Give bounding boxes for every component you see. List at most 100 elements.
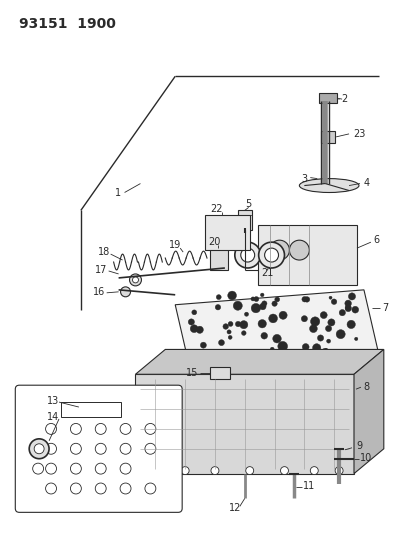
Circle shape (271, 301, 277, 306)
Text: 20: 20 (207, 237, 220, 247)
Circle shape (233, 301, 242, 310)
Circle shape (346, 320, 354, 328)
Circle shape (331, 354, 335, 358)
Bar (237, 211, 251, 230)
Circle shape (132, 277, 138, 283)
Circle shape (324, 349, 327, 352)
Circle shape (235, 321, 240, 327)
Circle shape (321, 348, 328, 356)
Circle shape (327, 354, 330, 357)
Bar (209, 248, 227, 270)
Text: 1: 1 (114, 189, 120, 198)
Circle shape (327, 319, 334, 326)
Text: 8: 8 (363, 382, 369, 392)
Circle shape (259, 303, 266, 310)
Circle shape (260, 293, 263, 297)
Bar (61, 402, 120, 417)
Text: 15: 15 (185, 368, 198, 378)
Circle shape (29, 439, 49, 459)
Circle shape (301, 316, 307, 322)
Circle shape (317, 335, 323, 341)
Circle shape (261, 301, 266, 306)
Circle shape (129, 274, 141, 286)
Text: 18: 18 (97, 247, 109, 257)
Polygon shape (135, 350, 383, 374)
Text: 3: 3 (301, 174, 307, 183)
Bar (209, 367, 229, 379)
Circle shape (209, 352, 212, 355)
Polygon shape (175, 290, 378, 369)
Circle shape (244, 312, 248, 316)
Ellipse shape (299, 179, 358, 192)
Circle shape (278, 311, 287, 319)
Circle shape (181, 467, 189, 474)
Circle shape (227, 291, 236, 300)
Text: 14: 14 (47, 412, 59, 422)
Circle shape (251, 303, 260, 313)
Circle shape (226, 330, 230, 334)
Circle shape (289, 240, 309, 260)
Circle shape (320, 312, 326, 319)
Circle shape (344, 305, 351, 312)
Text: 21: 21 (261, 268, 273, 278)
Circle shape (245, 467, 253, 474)
Text: 2: 2 (340, 94, 347, 104)
Circle shape (258, 242, 284, 268)
Circle shape (330, 299, 336, 304)
Circle shape (268, 314, 277, 323)
Circle shape (222, 324, 228, 329)
Text: 5: 5 (245, 199, 251, 209)
Circle shape (326, 339, 330, 343)
Text: 13: 13 (47, 396, 59, 406)
Circle shape (277, 341, 287, 351)
Text: 12: 12 (228, 503, 240, 513)
Circle shape (338, 310, 344, 316)
Circle shape (211, 467, 218, 474)
Text: 11: 11 (302, 481, 315, 490)
Circle shape (269, 240, 289, 260)
Circle shape (239, 321, 247, 329)
Circle shape (156, 467, 164, 474)
Circle shape (34, 444, 44, 454)
Circle shape (270, 347, 273, 351)
Bar (135, 374, 353, 474)
Bar (320, 131, 335, 143)
Circle shape (250, 297, 254, 301)
Circle shape (287, 351, 297, 360)
Circle shape (218, 340, 224, 345)
Circle shape (120, 287, 130, 297)
Circle shape (190, 325, 197, 333)
Circle shape (191, 310, 196, 315)
Circle shape (215, 304, 220, 310)
Circle shape (241, 331, 245, 335)
Circle shape (304, 297, 309, 302)
Circle shape (274, 297, 279, 302)
Circle shape (260, 333, 267, 339)
Circle shape (188, 319, 194, 325)
Circle shape (228, 321, 233, 326)
Circle shape (354, 337, 357, 341)
Circle shape (335, 329, 344, 338)
Text: 7: 7 (382, 303, 388, 313)
Circle shape (253, 296, 258, 302)
Circle shape (312, 344, 320, 352)
Circle shape (344, 300, 351, 306)
Text: 16: 16 (93, 287, 104, 297)
Circle shape (257, 320, 266, 328)
Text: 19: 19 (169, 240, 181, 250)
Circle shape (353, 351, 361, 360)
Circle shape (310, 467, 318, 474)
Bar (204, 215, 249, 250)
Circle shape (312, 348, 316, 351)
Circle shape (234, 242, 260, 268)
Circle shape (344, 304, 350, 311)
Text: 10: 10 (359, 453, 371, 463)
Circle shape (351, 306, 358, 313)
Text: 4: 4 (363, 177, 369, 188)
Text: 17: 17 (94, 265, 107, 275)
Text: 22: 22 (210, 204, 223, 214)
Circle shape (309, 325, 317, 333)
Circle shape (264, 248, 278, 262)
Circle shape (240, 248, 254, 262)
Text: 6: 6 (373, 235, 379, 245)
